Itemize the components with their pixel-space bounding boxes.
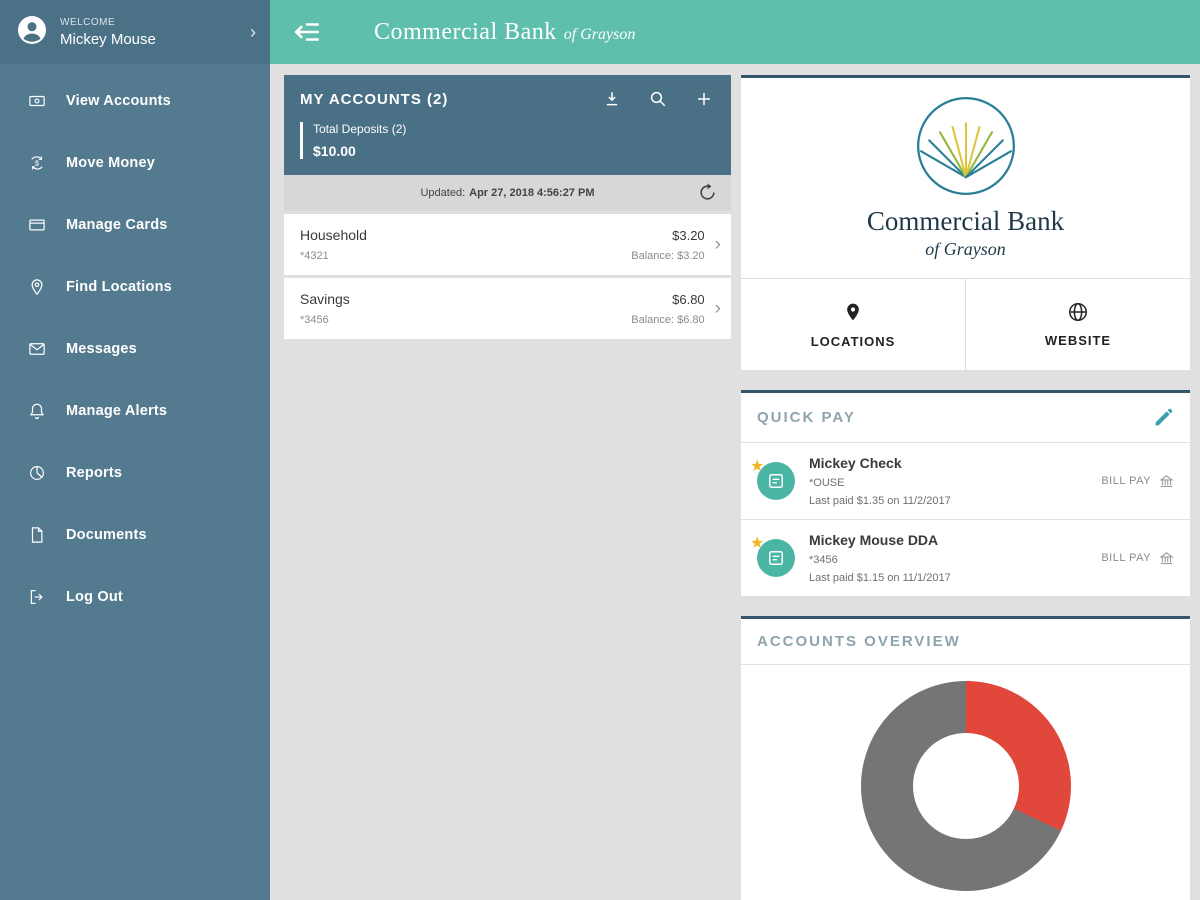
sidebar-item-move-money[interactable]: $ Move Money bbox=[0, 132, 270, 194]
payee-last-paid: Last paid $1.35 on 11/2/2017 bbox=[809, 495, 951, 507]
payee-row-mickey-mouse-dda[interactable]: ★ Mickey Mouse DDA *3456 Last paid $1.15… bbox=[741, 519, 1190, 596]
updated-timestamp: Apr 27, 2018 4:56:27 PM bbox=[469, 187, 595, 199]
map-pin-icon bbox=[847, 303, 859, 321]
bank-building-icon bbox=[1159, 474, 1174, 487]
bell-icon bbox=[29, 403, 45, 420]
my-accounts-card: MY ACCOUNTS (2) bbox=[284, 75, 731, 339]
sidebar-nav: View Accounts $ Move Money Manage Cards … bbox=[0, 64, 270, 628]
payee-name: Mickey Check bbox=[809, 455, 902, 471]
refresh-icon[interactable] bbox=[698, 183, 717, 205]
accounts-donut-chart bbox=[860, 681, 1071, 891]
add-account-icon[interactable] bbox=[695, 90, 713, 108]
account-row-household[interactable]: Household *4321 $3.20 Balance: $3.20 › bbox=[284, 214, 731, 275]
logout-icon bbox=[30, 590, 43, 604]
account-row-savings[interactable]: Savings *3456 $6.80 Balance: $6.80 › bbox=[284, 278, 731, 339]
chevron-right-icon: › bbox=[714, 233, 721, 255]
my-accounts-header: MY ACCOUNTS (2) bbox=[284, 75, 731, 118]
sidebar: WELCOME Mickey Mouse › View Accounts $ M… bbox=[0, 0, 270, 900]
payment-icon bbox=[769, 474, 783, 488]
sidebar-item-messages[interactable]: Messages bbox=[0, 318, 270, 380]
user-avatar-icon bbox=[16, 14, 48, 51]
content: MY ACCOUNTS (2) bbox=[270, 64, 1200, 900]
globe-icon bbox=[1069, 303, 1087, 321]
payee-number: *3456 bbox=[809, 554, 838, 566]
payee-row-mickey-check[interactable]: ★ Mickey Check *OUSE Last paid $1.35 on … bbox=[741, 443, 1190, 519]
account-amount: $3.20 bbox=[672, 227, 705, 243]
sidebar-item-view-accounts[interactable]: View Accounts bbox=[0, 70, 270, 132]
bank-name: Commercial Bank bbox=[866, 206, 1065, 236]
account-name: Household bbox=[300, 227, 367, 243]
bank-building-icon bbox=[1159, 551, 1174, 564]
locations-button[interactable]: LOCATIONS bbox=[741, 279, 965, 370]
brand-main: Commercial Bank bbox=[374, 18, 557, 45]
payee-method: BILL PAY bbox=[1101, 551, 1174, 566]
account-balance: Balance: $6.80 bbox=[631, 313, 705, 326]
account-balance: Balance: $3.20 bbox=[631, 249, 705, 262]
bank-tree-logo bbox=[916, 97, 1015, 195]
total-deposits-label: Total Deposits (2) bbox=[313, 122, 407, 136]
payee-avatar: ★ bbox=[750, 535, 795, 577]
edit-pencil-icon[interactable] bbox=[1153, 407, 1174, 428]
brand-sub: of Grayson bbox=[563, 25, 636, 43]
map-pin-icon bbox=[31, 279, 43, 296]
updated-prefix: Updated: bbox=[420, 187, 466, 199]
accounts-overview-title: ACCOUNTS OVERVIEW bbox=[757, 633, 961, 650]
my-accounts-title: MY ACCOUNTS (2) bbox=[300, 90, 449, 108]
chevron-right-icon: › bbox=[250, 21, 256, 42]
top-bar: Commercial Bank of Grayson bbox=[270, 0, 1200, 64]
user-name: Mickey Mouse bbox=[60, 30, 156, 48]
payee-name: Mickey Mouse DDA bbox=[809, 532, 939, 548]
brand-logo: Commercial Bank of Grayson bbox=[374, 19, 635, 46]
account-amount: $6.80 bbox=[672, 291, 705, 307]
main-area: Commercial Bank of Grayson MY ACCOUNTS (… bbox=[270, 0, 1200, 900]
payee-last-paid: Last paid $1.15 on 11/1/2017 bbox=[809, 572, 951, 584]
sidebar-item-manage-cards[interactable]: Manage Cards bbox=[0, 194, 270, 256]
payee-number: *OUSE bbox=[809, 477, 845, 489]
move-money-icon: $ bbox=[31, 156, 43, 170]
sidebar-item-find-locations[interactable]: Find Locations bbox=[0, 256, 270, 318]
search-icon[interactable] bbox=[649, 90, 667, 108]
sidebar-item-reports[interactable]: Reports bbox=[0, 442, 270, 504]
card-icon bbox=[29, 219, 45, 231]
favorite-star-icon: ★ bbox=[750, 535, 765, 552]
download-icon[interactable] bbox=[603, 90, 621, 108]
account-number: *3456 bbox=[300, 314, 329, 326]
payee-method: BILL PAY bbox=[1101, 474, 1174, 489]
account-name: Savings bbox=[300, 291, 350, 307]
quick-pay-card: QUICK PAY ★ Mickey Check *OUSE bbox=[741, 390, 1190, 596]
payee-avatar: ★ bbox=[750, 458, 795, 500]
favorite-star-icon: ★ bbox=[750, 458, 765, 475]
accounts-icon bbox=[29, 95, 45, 107]
bank-info-card: Commercial Bank of Grayson LOCATIONS WEB… bbox=[741, 75, 1190, 370]
quick-pay-title: QUICK PAY bbox=[757, 409, 856, 426]
collapse-menu-icon[interactable] bbox=[292, 19, 322, 45]
envelope-icon bbox=[29, 343, 45, 355]
updated-bar: Updated: Apr 27, 2018 4:56:27 PM bbox=[284, 175, 731, 211]
chevron-right-icon: › bbox=[714, 297, 721, 319]
sidebar-item-log-out[interactable]: Log Out bbox=[0, 566, 270, 628]
account-number: *4321 bbox=[300, 250, 329, 262]
pie-chart-icon bbox=[30, 466, 44, 480]
bill-pay-label: BILL PAY bbox=[1101, 552, 1151, 564]
payment-icon bbox=[769, 551, 783, 565]
right-column: Commercial Bank of Grayson LOCATIONS WEB… bbox=[741, 75, 1190, 900]
bank-name-sub: of Grayson bbox=[925, 239, 1006, 259]
website-button[interactable]: WEBSITE bbox=[965, 279, 1190, 370]
document-icon bbox=[31, 527, 43, 543]
bill-pay-label: BILL PAY bbox=[1101, 475, 1151, 487]
total-deposits: Total Deposits (2) $10.00 bbox=[284, 118, 731, 175]
sidebar-item-manage-alerts[interactable]: Manage Alerts bbox=[0, 380, 270, 442]
total-deposits-value: $10.00 bbox=[313, 143, 356, 159]
welcome-label: WELCOME bbox=[60, 16, 116, 28]
user-panel[interactable]: WELCOME Mickey Mouse › bbox=[0, 0, 270, 64]
svg-text:$: $ bbox=[35, 159, 40, 168]
sidebar-item-documents[interactable]: Documents bbox=[0, 504, 270, 566]
accounts-overview-card: ACCOUNTS OVERVIEW bbox=[741, 616, 1190, 900]
